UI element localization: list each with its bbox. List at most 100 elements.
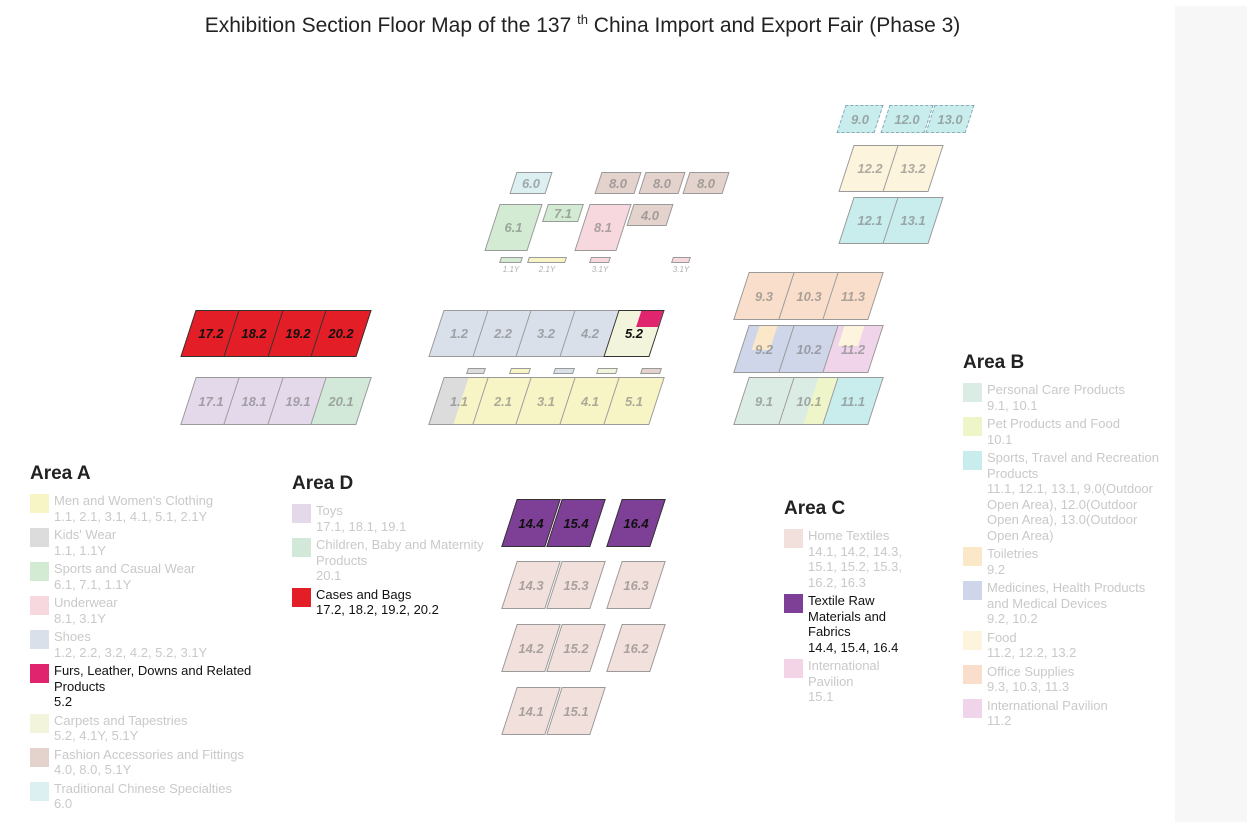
- legend-item[interactable]: Medicines, Health Products and Medical D…: [963, 580, 1163, 627]
- hall-5-1[interactable]: 5.1: [603, 377, 665, 425]
- title-rest: China Import and Export Fair (Phase 3): [587, 14, 961, 37]
- hall-16-3[interactable]: 16.3: [606, 561, 666, 609]
- hall-13-0[interactable]: 13.0: [925, 105, 975, 133]
- hall-11-1[interactable]: 11.1: [822, 377, 884, 425]
- hall-18-2[interactable]: 18.2: [223, 310, 285, 357]
- hall-10-2[interactable]: 10.2: [778, 325, 840, 373]
- hall-16-4[interactable]: 16.4: [606, 499, 666, 547]
- legend-text: Children, Baby and Maternity Products 20.…: [316, 537, 497, 584]
- hall-5-2[interactable]: 5.2: [603, 310, 665, 357]
- hall-7-1[interactable]: 7.1: [542, 204, 584, 222]
- legend-item[interactable]: Pet Products and Food 10.1: [963, 416, 1163, 447]
- hall-15-4[interactable]: 15.4: [546, 499, 606, 547]
- hall-14-3[interactable]: 14.3: [501, 561, 561, 609]
- hall-1-2[interactable]: 1.2: [428, 310, 490, 357]
- legend-item[interactable]: Office Supplies 9.3, 10.3, 11.3: [963, 664, 1163, 695]
- hall-label: 4.2: [580, 326, 600, 341]
- hall-3-1Y[interactable]: 3.1Y: [589, 257, 611, 274]
- hall-1-1Y[interactable]: 1.1Y: [499, 257, 523, 274]
- hall-5-1Y[interactable]: 5.1Y: [640, 368, 662, 385]
- hall-19-2[interactable]: 19.2: [267, 310, 329, 357]
- hall-1-1[interactable]: 1.1: [428, 377, 490, 425]
- hall-4-1Y[interactable]: 4.1Y: [596, 368, 618, 385]
- hall-10-3[interactable]: 10.3: [778, 272, 840, 320]
- hall-3-1Y[interactable]: 3.1Y: [553, 368, 575, 385]
- hall-4-1[interactable]: 4.1: [559, 377, 621, 425]
- hall-9-3[interactable]: 9.3: [733, 272, 795, 320]
- legend-category-name: Food: [987, 629, 1017, 645]
- hall-2-1Y[interactable]: 2.1Y: [509, 368, 531, 385]
- hall-17-2[interactable]: 17.2: [180, 310, 242, 357]
- hall-15-3[interactable]: 15.3: [546, 561, 606, 609]
- hall-15-2[interactable]: 15.2: [546, 624, 606, 672]
- hall-8-0[interactable]: 8.0: [638, 172, 686, 194]
- hall-2-2[interactable]: 2.2: [472, 310, 534, 357]
- legend-hall-list: 14.1, 14.2, 14.3, 15.1, 15.2, 15.3, 16.2…: [808, 543, 902, 590]
- legend-item[interactable]: Textile Raw Materials and Fabrics 14.4, 1…: [784, 593, 914, 655]
- legend-item[interactable]: Fashion Accessories and Fittings 4.0, 8.0…: [30, 747, 275, 778]
- hall-3-1[interactable]: 3.1: [515, 377, 577, 425]
- legend-item[interactable]: Food 11.2, 12.2, 13.2: [963, 630, 1163, 661]
- legend-item[interactable]: Personal Care Products 9.1, 10.1: [963, 382, 1163, 413]
- legend-text: International Pavilion 11.2: [987, 698, 1108, 729]
- hall-12-2[interactable]: 12.2: [838, 145, 902, 192]
- legend-item[interactable]: Sports and Casual Wear 6.1, 7.1, 1.1Y: [30, 561, 275, 592]
- legend-category-name: Men and Women's Clothing: [54, 493, 214, 508]
- hall-11-3[interactable]: 11.3: [822, 272, 884, 320]
- hall-8-0[interactable]: 8.0: [594, 172, 642, 194]
- hall-20-2[interactable]: 20.2: [310, 310, 372, 357]
- hall-2-1[interactable]: 2.1: [472, 377, 534, 425]
- hall-9-2[interactable]: 9.2: [733, 325, 795, 373]
- hall-3-2[interactable]: 3.2: [515, 310, 577, 357]
- hall-label: 1.1: [449, 393, 469, 409]
- legend-item[interactable]: Furs, Leather, Downs and Related Product…: [30, 663, 275, 710]
- legend-item[interactable]: International Pavilion 15.1: [784, 658, 914, 705]
- legend-item[interactable]: Shoes 1.2, 2.2, 3.2, 4.2, 5.2, 3.1Y: [30, 629, 275, 660]
- hall-2-1Y[interactable]: 2.1Y: [527, 257, 567, 274]
- hall-6-1[interactable]: 6.1: [484, 204, 543, 251]
- hall-10-1[interactable]: 10.1: [778, 377, 840, 425]
- hall-14-2[interactable]: 14.2: [501, 624, 561, 672]
- legend-item[interactable]: Kids' Wear 1.1, 1.1Y: [30, 527, 275, 558]
- legend-item[interactable]: Children, Baby and Maternity Products 20.…: [292, 537, 497, 584]
- hall-16-2[interactable]: 16.2: [606, 624, 666, 672]
- legend-item[interactable]: Toys 17.1, 18.1, 19.1: [292, 503, 497, 534]
- hall-label: 17.2: [198, 326, 224, 341]
- hall-4-2[interactable]: 4.2: [559, 310, 621, 357]
- hall-4-0[interactable]: 4.0: [626, 204, 674, 226]
- hall-8-0[interactable]: 8.0: [682, 172, 730, 194]
- hall-8-1[interactable]: 8.1: [574, 204, 632, 251]
- hall-17-1[interactable]: 17.1: [180, 377, 242, 425]
- legend-item[interactable]: Carpets and Tapestries 5.2, 4.1Y, 5.1Y: [30, 713, 275, 744]
- legend-item[interactable]: Traditional Chinese Specialties 6.0: [30, 781, 275, 812]
- hall-label: 7.1: [553, 205, 573, 221]
- legend-hall-list: 17.2, 18.2, 19.2, 20.2: [316, 602, 439, 617]
- legend-hall-list: 1.2, 2.2, 3.2, 4.2, 5.2, 3.1Y: [54, 644, 208, 660]
- hall-9-0[interactable]: 9.0: [836, 105, 884, 133]
- legend-category-name: Cases and Bags: [316, 586, 412, 602]
- hall-18-1[interactable]: 18.1: [223, 377, 285, 425]
- hall-9-1[interactable]: 9.1: [733, 377, 795, 425]
- legend-item[interactable]: Sports, Travel and Recreation Products 11…: [963, 450, 1163, 543]
- hall-15-1[interactable]: 15.1: [546, 687, 606, 735]
- legend-item[interactable]: Home Textiles 14.1, 14.2, 14.3, 15.1, 15.…: [784, 528, 914, 590]
- hall-12-1[interactable]: 12.1: [838, 197, 902, 244]
- hall-20-1[interactable]: 20.1: [310, 377, 372, 425]
- legend-item[interactable]: Men and Women's Clothing 1.1, 2.1, 3.1, 4…: [30, 493, 275, 524]
- hall-14-1[interactable]: 14.1: [501, 687, 561, 735]
- hall-3-1Y[interactable]: 3.1Y: [671, 257, 691, 274]
- hall-label: 19.2: [285, 326, 311, 341]
- hall-19-1[interactable]: 19.1: [267, 377, 329, 425]
- hall-6-0[interactable]: 6.0: [509, 172, 553, 194]
- legend-item[interactable]: International Pavilion 11.2: [963, 698, 1163, 729]
- hall-11-2[interactable]: 11.2: [822, 325, 884, 373]
- hall-13-2[interactable]: 13.2: [882, 145, 944, 192]
- legend-item[interactable]: Cases and Bags 17.2, 18.2, 19.2, 20.2: [292, 587, 497, 618]
- legend-item[interactable]: Underwear 8.1, 3.1Y: [30, 595, 275, 626]
- hall-14-4[interactable]: 14.4: [501, 499, 561, 547]
- hall-12-0[interactable]: 12.0: [880, 105, 934, 133]
- legend-item[interactable]: Toiletries 9.2: [963, 546, 1163, 577]
- hall-label: 3.1Y: [672, 264, 690, 274]
- hall-1-1Y[interactable]: 1.1Y: [466, 368, 486, 385]
- hall-13-1[interactable]: 13.1: [882, 197, 944, 244]
